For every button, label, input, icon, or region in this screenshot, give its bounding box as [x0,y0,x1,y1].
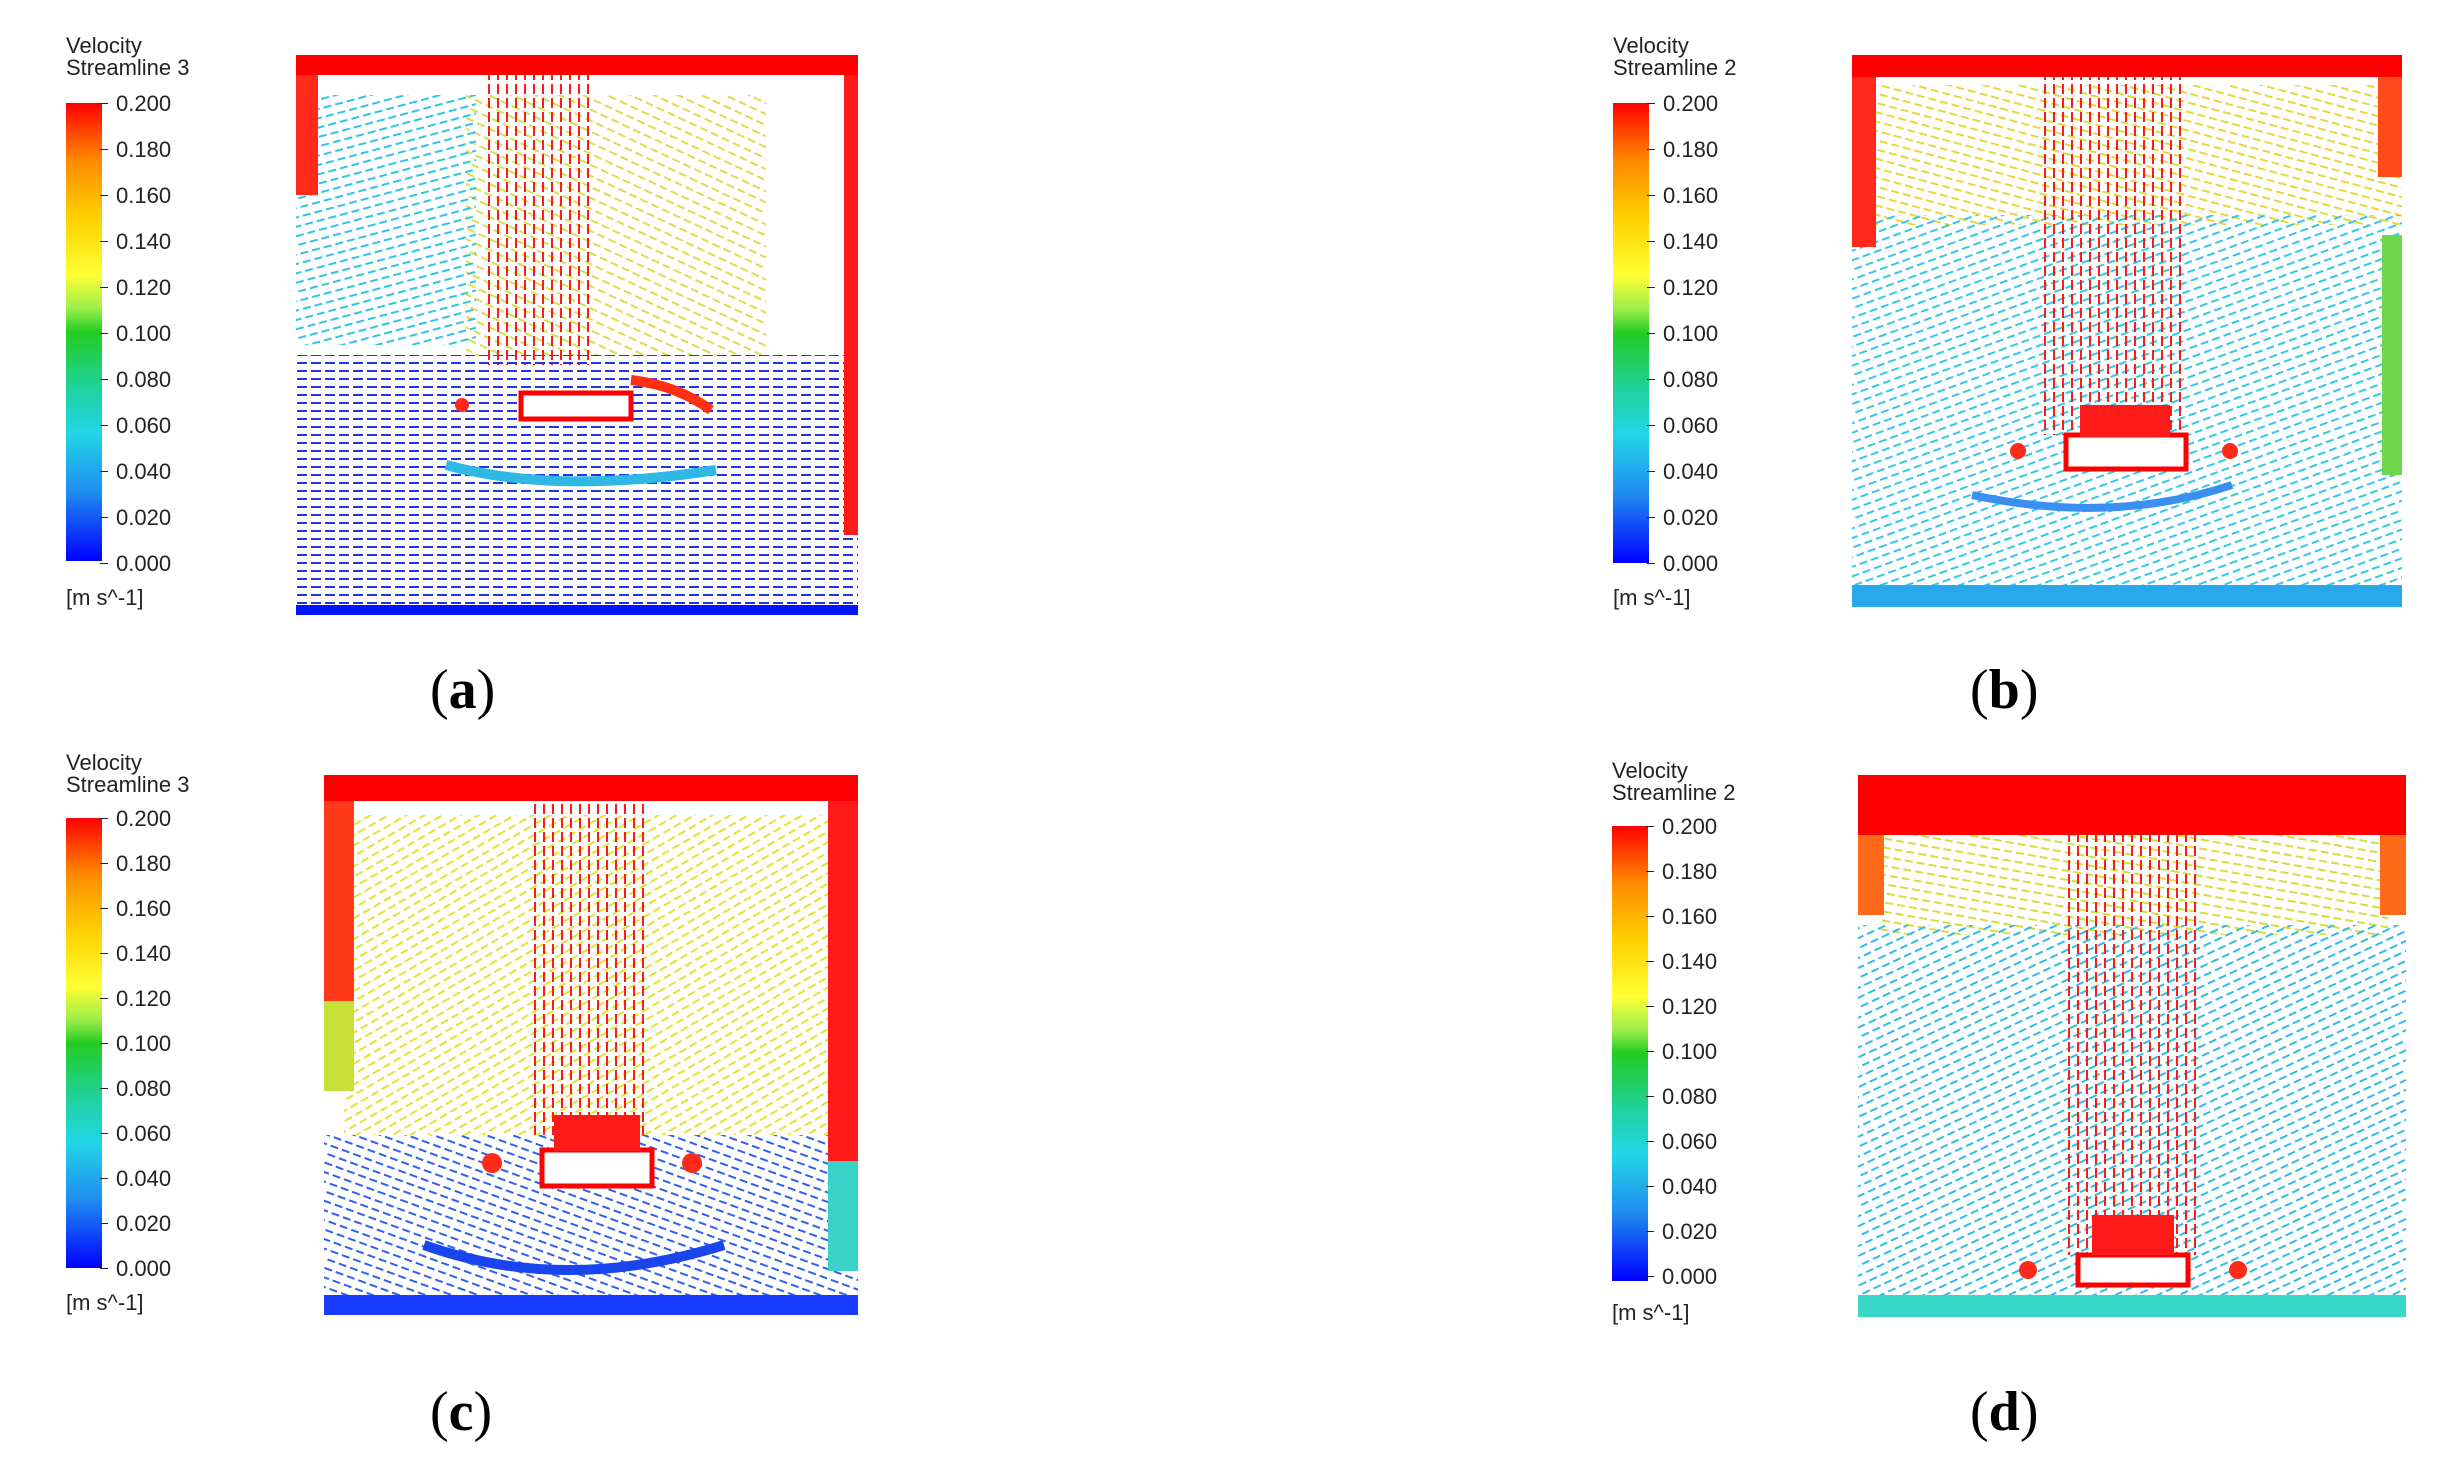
tick-label: 0.060 [1645,1129,1718,1154]
tick-label: 0.080 [99,367,172,392]
tick-label: 0.020 [99,505,172,530]
tick-label: 0.200 [99,806,172,831]
tick-label: 0.140 [1646,229,1719,254]
colorbar [1612,826,1648,1281]
panel-letter: b [1988,659,2020,721]
tick-label: 0.160 [99,896,172,921]
legend-title: Velocity [1613,33,1689,58]
tick-label: 0.180 [99,137,172,162]
tick-label: 0.040 [99,459,172,484]
tick-label: 0.140 [99,229,172,254]
unit-label: [m s^-1] [1613,585,1691,610]
tick-label: 0.120 [99,986,172,1011]
tick-label: 0.040 [99,1166,172,1191]
tick-label: 0.020 [1645,1219,1718,1244]
tick-label: 0.200 [99,91,172,116]
colorbar [1613,103,1649,563]
legend-subtitle: Streamline 2 [1612,780,1736,805]
tick-label: 0.200 [1645,814,1718,839]
tick-label: 0.140 [1645,949,1718,974]
tick-label: 0.180 [1646,137,1719,162]
streamline-plot-a [296,55,858,615]
panel-letter: c [448,1381,474,1443]
panel-letter: a [448,659,477,721]
colorbar [66,818,102,1268]
legend-title: Velocity [66,33,142,58]
panel-caption-c: (c) [430,1381,493,1443]
legend-subtitle: Streamline 2 [1613,55,1737,80]
tick-label: 0.000 [99,1256,172,1281]
unit-label: [m s^-1] [1612,1300,1690,1325]
colorbar-legend-a: Velocity Streamline 3 0.200 0.180 0.160 … [66,33,190,610]
unit-label: [m s^-1] [66,1290,144,1315]
tick-label: 0.100 [1645,1039,1718,1064]
tick-label: 0.140 [99,941,172,966]
legend-subtitle: Streamline 3 [66,55,190,80]
tick-label: 0.000 [1646,551,1719,576]
tick-label: 0.160 [1646,183,1719,208]
streamline-plot-c [324,775,858,1315]
colorbar-legend-c: Velocity Streamline 3 0.200 0.180 0.160 … [66,750,190,1315]
colorbar-legend-b: Velocity Streamline 2 0.200 0.180 0.160 … [1613,33,1737,610]
tick-label: 0.120 [1645,994,1718,1019]
tick-label: 0.200 [1646,91,1719,116]
tick-label: 0.040 [1645,1174,1718,1199]
tick-label: 0.160 [1645,904,1718,929]
tick-label: 0.040 [1646,459,1719,484]
streamline-plot-d [1858,775,2406,1317]
panel-letter: d [1988,1381,2020,1443]
legend-title: Velocity [66,750,142,775]
tick-label: 0.180 [1645,859,1718,884]
tick-label: 0.020 [99,1211,172,1236]
unit-label: [m s^-1] [66,585,144,610]
tick-label: 0.060 [1646,413,1719,438]
tick-label: 0.080 [1646,367,1719,392]
panel-caption-b: (b) [1970,659,2039,721]
streamline-plot-b [1852,55,2402,607]
tick-label: 0.060 [99,413,172,438]
tick-label: 0.100 [1646,321,1719,346]
tick-label: 0.000 [99,551,172,576]
tick-label: 0.080 [99,1076,172,1101]
tick-label: 0.080 [1645,1084,1718,1109]
colorbar [66,103,102,561]
tick-label: 0.160 [99,183,172,208]
panel-caption-d: (d) [1970,1381,2039,1443]
legend-subtitle: Streamline 3 [66,772,190,797]
colorbar-legend-d: Velocity Streamline 2 0.200 0.180 0.160 … [1612,758,1736,1325]
tick-label: 0.020 [1646,505,1719,530]
tick-label: 0.120 [1646,275,1719,300]
legend-title: Velocity [1612,758,1688,783]
tick-label: 0.060 [99,1121,172,1146]
tick-label: 0.180 [99,851,172,876]
tick-label: 0.000 [1645,1264,1718,1289]
tick-label: 0.100 [99,321,172,346]
tick-label: 0.120 [99,275,172,300]
tick-label: 0.100 [99,1031,172,1056]
panel-caption-a: (a) [430,659,496,721]
